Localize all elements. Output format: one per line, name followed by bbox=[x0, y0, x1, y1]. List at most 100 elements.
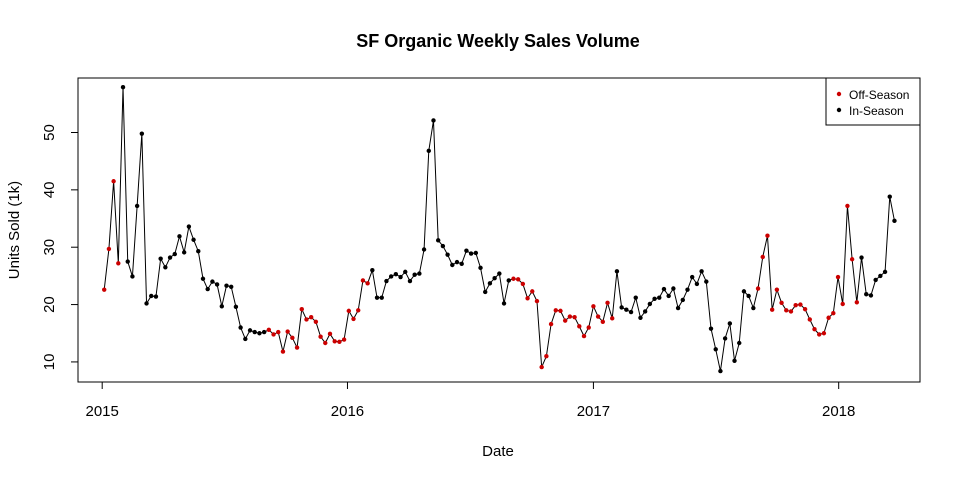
data-point-in-season bbox=[459, 261, 464, 267]
data-point-in-season bbox=[120, 84, 126, 90]
data-point-off-season bbox=[276, 329, 281, 335]
data-point-in-season bbox=[680, 297, 685, 303]
data-point-in-season bbox=[713, 347, 718, 352]
data-point-in-season bbox=[440, 243, 446, 249]
data-point-off-season bbox=[826, 315, 831, 320]
data-point-off-season bbox=[558, 308, 563, 314]
data-point-in-season bbox=[638, 315, 643, 320]
data-point-in-season bbox=[887, 194, 892, 199]
data-point-in-season bbox=[238, 325, 243, 330]
data-point-in-season bbox=[666, 293, 671, 299]
data-point-in-season bbox=[181, 250, 187, 255]
data-point-in-season bbox=[196, 249, 201, 254]
data-point-off-season bbox=[520, 281, 526, 287]
data-point-in-season bbox=[454, 259, 460, 265]
data-point-in-season bbox=[233, 304, 239, 310]
data-point-in-season bbox=[882, 269, 888, 275]
data-point-in-season bbox=[191, 237, 196, 242]
data-point-in-season bbox=[746, 293, 751, 299]
data-point-in-season bbox=[657, 295, 662, 300]
data-point-off-season bbox=[854, 300, 860, 305]
data-point-in-season bbox=[163, 265, 168, 270]
data-point-in-season bbox=[153, 294, 159, 299]
data-point-off-season bbox=[511, 276, 516, 281]
data-point-in-season bbox=[741, 289, 747, 294]
data-point-off-season bbox=[567, 314, 573, 319]
data-point-in-season bbox=[732, 358, 737, 363]
data-point-in-season bbox=[450, 262, 455, 268]
data-point-off-season bbox=[595, 314, 601, 319]
data-point-in-season bbox=[134, 203, 140, 209]
data-point-in-season bbox=[690, 274, 695, 280]
data-point-off-season bbox=[318, 334, 323, 339]
data-point-off-season bbox=[572, 314, 577, 320]
data-point-off-season bbox=[553, 308, 558, 313]
data-point-off-season bbox=[360, 278, 366, 283]
data-point-off-season bbox=[530, 289, 535, 294]
legend-box bbox=[825, 77, 921, 126]
data-point-off-season bbox=[116, 261, 121, 266]
data-point-off-season bbox=[849, 257, 855, 262]
data-point-in-season bbox=[172, 251, 177, 257]
x-tick-label: 2016 bbox=[331, 403, 364, 420]
data-point-in-season bbox=[661, 286, 667, 292]
data-point-in-season bbox=[214, 282, 220, 287]
data-point-off-season bbox=[802, 306, 808, 312]
data-point-in-season bbox=[186, 224, 192, 229]
legend: Off-Season In-Season bbox=[825, 77, 921, 126]
y-tick-label: 50 bbox=[41, 124, 58, 141]
y-tick-label: 40 bbox=[41, 182, 58, 199]
data-point-in-season bbox=[483, 289, 488, 295]
data-point-off-season bbox=[341, 337, 347, 342]
data-point-off-season bbox=[308, 314, 314, 320]
data-point-off-season bbox=[351, 316, 356, 322]
data-point-in-season bbox=[614, 269, 620, 274]
x-tick-label: 2018 bbox=[822, 403, 855, 420]
data-point-off-season bbox=[577, 324, 582, 329]
data-point-in-season bbox=[718, 368, 723, 374]
data-point-in-season bbox=[125, 259, 130, 264]
series-line bbox=[103, 87, 895, 372]
data-point-off-season bbox=[600, 319, 606, 324]
data-point-in-season bbox=[257, 331, 262, 336]
data-point-in-season bbox=[478, 265, 483, 271]
data-point-in-season bbox=[219, 304, 225, 309]
data-point-off-season bbox=[271, 332, 276, 337]
data-point-off-season bbox=[111, 179, 116, 184]
data-point-off-season bbox=[821, 331, 827, 336]
data-point-in-season bbox=[243, 336, 248, 342]
data-point-in-season bbox=[158, 256, 163, 261]
y-tick-label: 20 bbox=[41, 296, 58, 313]
y-axis-label: Units Sold (1k) bbox=[6, 181, 23, 279]
y-tick-label: 10 bbox=[41, 354, 58, 371]
data-point-off-season bbox=[774, 287, 780, 292]
data-point-in-season bbox=[370, 267, 375, 273]
data-point-in-season bbox=[859, 255, 864, 260]
data-point-off-season bbox=[299, 306, 304, 312]
data-point-off-season bbox=[313, 319, 319, 324]
data-point-off-season bbox=[812, 327, 817, 332]
data-point-off-season bbox=[765, 233, 770, 238]
data-point-off-season bbox=[562, 318, 568, 323]
data-point-off-season bbox=[807, 317, 812, 322]
x-axis: 2015 2016 2017 2018 bbox=[86, 381, 855, 420]
data-point-off-season bbox=[285, 329, 290, 334]
data-point-in-season bbox=[497, 271, 502, 276]
data-point-in-season bbox=[393, 271, 399, 277]
data-point-off-season bbox=[798, 302, 803, 307]
data-point-off-season bbox=[591, 304, 596, 309]
data-point-in-season bbox=[501, 301, 507, 306]
data-point-in-season bbox=[210, 279, 215, 284]
data-point-in-season bbox=[628, 309, 634, 315]
data-point-in-season bbox=[722, 336, 728, 341]
data-point-in-season bbox=[675, 305, 681, 311]
data-point-in-season bbox=[224, 283, 229, 288]
data-point-off-season bbox=[610, 316, 615, 321]
data-point-off-season bbox=[835, 274, 841, 280]
data-point-in-season bbox=[426, 148, 431, 154]
data-point-in-season bbox=[247, 328, 253, 333]
data-point-in-season bbox=[398, 274, 403, 280]
data-point-in-season bbox=[685, 287, 690, 292]
data-point-in-season bbox=[506, 278, 511, 283]
data-point-in-season bbox=[652, 296, 657, 302]
